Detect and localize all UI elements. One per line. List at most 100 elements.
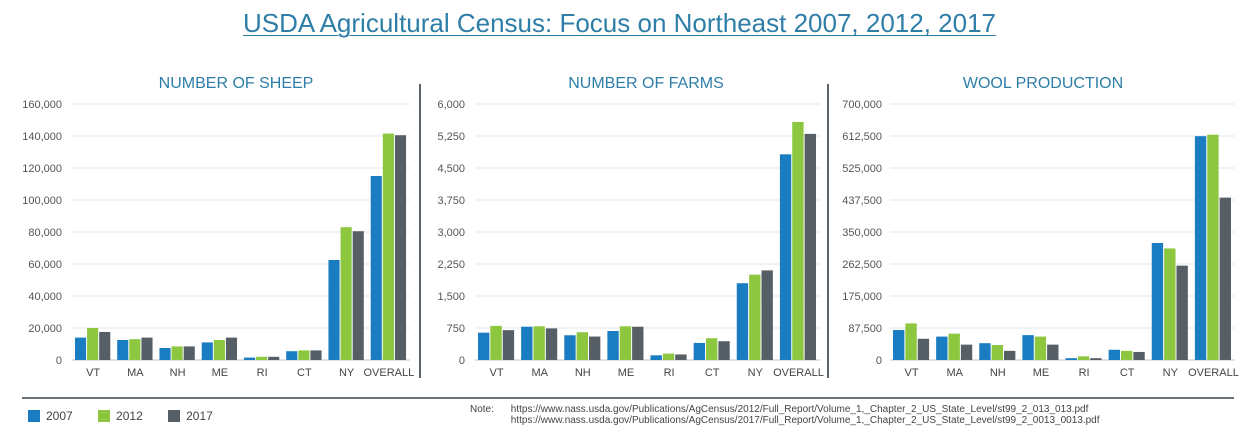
chart-2-bar-ct-2017 <box>718 341 730 360</box>
chart-1-bar-nh-2012 <box>171 346 183 360</box>
chart-1-ytick-label: 100,000 <box>22 195 62 207</box>
chart-3-ytick-label: 700,000 <box>842 99 882 111</box>
chart-1-bar-vt-2007 <box>74 337 87 360</box>
chart-1-bar-ma-2017 <box>141 337 153 360</box>
chart-3-bar-me-2012 <box>1034 336 1047 360</box>
chart-3-xtick-label: NH <box>990 367 1006 379</box>
chart-2-bar-nh-2007 <box>564 335 576 360</box>
chart-2-xtick-label: RI <box>664 367 675 379</box>
chart-3-xtick-label: OVERALL <box>1188 367 1239 379</box>
chart-2-xtick-label: MA <box>531 367 548 379</box>
chart-2-ytick-label: 6,000 <box>437 99 465 111</box>
chart-1-bar-ri-2007 <box>243 357 256 360</box>
chart-3-ytick-label: 350,000 <box>842 227 882 239</box>
chart-1-ytick-label: 80,000 <box>28 227 62 239</box>
chart-3-bar-overall-2017 <box>1219 197 1231 360</box>
chart-3-xtick-label: ME <box>1033 367 1050 379</box>
chart-1-xtick-label: CT <box>297 367 312 379</box>
chart-1-bar-overall-2017 <box>394 135 407 360</box>
legend-swatch-2017 <box>168 410 181 422</box>
legend-item-2017: 2017 <box>168 409 213 423</box>
chart-1-bar-ri-2012 <box>256 356 268 360</box>
chart-1-bar-me-2007 <box>201 342 213 360</box>
chart-3-xtick-label: CT <box>1120 367 1135 379</box>
chart-2-ytick-label: 5,250 <box>437 131 465 143</box>
chart-1-bar-ct-2012 <box>298 350 310 360</box>
chart-1-bar-ma-2007 <box>117 340 129 360</box>
chart-1-title: NUMBER OF SHEEP <box>159 75 314 92</box>
chart-3-bar-vt-2012 <box>905 323 917 360</box>
chart-3-bar-ct-2007 <box>1108 349 1121 360</box>
note-link-2012[interactable]: https://www.nass.usda.gov/Publications/A… <box>510 404 1089 415</box>
chart-2-bar-me-2012 <box>619 326 632 360</box>
chart-2-bar-ny-2012 <box>749 274 761 360</box>
chart-3-ytick-label: 525,000 <box>842 163 882 175</box>
chart-1-bar-ct-2017 <box>310 350 322 360</box>
chart-3-bar-ma-2017 <box>960 344 973 360</box>
chart-3-bar-ct-2017 <box>1133 351 1145 360</box>
chart-3-xtick-label: MA <box>946 367 963 379</box>
chart-3-ytick-label: 437,500 <box>842 195 882 207</box>
chart-3-bar-nh-2007 <box>979 343 991 360</box>
chart-3-bar-me-2007 <box>1022 335 1034 360</box>
chart-3-xtick-label: RI <box>1079 367 1090 379</box>
chart-1-bar-ma-2012 <box>129 339 141 360</box>
chart-1-bar-vt-2017 <box>99 332 111 360</box>
chart-3-bar-overall-2012 <box>1207 134 1219 360</box>
chart-3-bar-me-2017 <box>1047 344 1059 360</box>
chart-2-bar-overall-2017 <box>804 133 816 360</box>
chart-3-xtick-label: NY <box>1163 367 1179 379</box>
page-title: USDA Agricultural Census: Focus on North… <box>243 8 996 38</box>
chart-2-bar-ma-2012 <box>533 326 545 360</box>
chart-1-bar-ny-2012 <box>340 227 352 360</box>
chart-2-bar-nh-2012 <box>576 332 588 360</box>
chart-3-ytick-label: 87,500 <box>848 323 882 335</box>
chart-1-bar-vt-2012 <box>87 328 99 360</box>
chart-3-ytick-label: 0 <box>876 355 882 367</box>
chart-1-ytick-label: 60,000 <box>28 259 62 271</box>
legend-label-2007: 2007 <box>46 409 73 423</box>
chart-2-ytick-label: 0 <box>459 355 465 367</box>
chart-2-xtick-label: NH <box>575 367 591 379</box>
chart-2-xtick-label: VT <box>490 367 504 379</box>
chart-1-bar-me-2017 <box>225 337 238 360</box>
chart-3-bar-ny-2017 <box>1176 265 1188 360</box>
legend-item-2007: 2007 <box>28 409 73 423</box>
chart-3-bar-ri-2007 <box>1065 358 1077 360</box>
note-link-2017[interactable]: https://www.nass.usda.gov/Publications/A… <box>510 415 1100 426</box>
chart-3-bar-ma-2012 <box>948 333 960 360</box>
chart-3-xtick-label: VT <box>905 367 919 379</box>
chart-1-bar-ny-2017 <box>352 231 364 360</box>
chart-1-ytick-label: 40,000 <box>28 291 62 303</box>
chart-1-bar-overall-2012 <box>382 133 394 360</box>
chart-1-xtick-label: OVERALL <box>364 367 415 379</box>
chart-2-bar-ma-2007 <box>521 326 533 360</box>
chart-1-ytick-label: 120,000 <box>22 163 62 175</box>
chart-2-bar-me-2007 <box>607 330 619 360</box>
chart-2-ytick-label: 750 <box>447 323 465 335</box>
chart-2-ytick-label: 1,500 <box>437 291 465 303</box>
chart-2-ytick-label: 2,250 <box>437 259 465 271</box>
legend-swatch-2012 <box>98 410 111 422</box>
chart-3-ytick-label: 175,000 <box>842 291 882 303</box>
chart-3-title: WOOL PRODUCTION <box>963 75 1123 92</box>
chart-2-xtick-label: NY <box>748 367 764 379</box>
chart-2-bar-ny-2007 <box>736 283 749 360</box>
chart-1-xtick-label: VT <box>86 367 100 379</box>
chart-3-bar-ri-2017 <box>1090 358 1102 360</box>
chart-3-bar-vt-2017 <box>917 338 930 360</box>
chart-3-bar-nh-2012 <box>991 345 1003 360</box>
chart-1-bar-ny-2007 <box>328 260 340 360</box>
chart-1-bar-overall-2007 <box>370 176 382 360</box>
chart-2-xtick-label: ME <box>618 367 635 379</box>
source-note: Note: https://www.nass.usda.gov/Publicat… <box>470 404 1100 426</box>
chart-3-bar-overall-2007 <box>1194 136 1207 360</box>
chart-3-bar-ny-2007 <box>1151 242 1164 360</box>
chart-2-bar-overall-2007 <box>779 154 792 360</box>
chart-1-xtick-label: MA <box>127 367 144 379</box>
chart-1-xtick-label: ME <box>212 367 229 379</box>
legend-swatch-2007 <box>28 410 40 422</box>
chart-2-ytick-label: 3,750 <box>437 195 465 207</box>
chart-1-ytick-label: 160,000 <box>22 99 62 111</box>
